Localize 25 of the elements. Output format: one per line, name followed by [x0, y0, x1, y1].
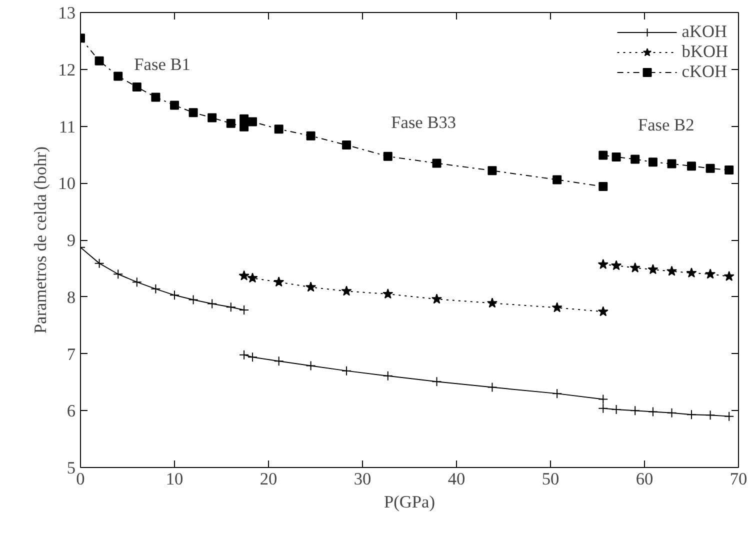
y-tick-label: 10 [58, 174, 76, 194]
y-tick-label: 5 [66, 458, 76, 478]
legend-label: bKOH [682, 42, 728, 62]
x-tick-label: 60 [636, 470, 654, 488]
x-tick-label: 70 [730, 470, 748, 488]
y-tick-label: 8 [66, 288, 76, 307]
x-tick-label: 20 [260, 470, 278, 488]
y-tick-label: 7 [66, 344, 76, 364]
legend-label: cKOH [682, 62, 728, 82]
annotation: Fase B2 [638, 116, 694, 135]
y-tick-label: 11 [58, 117, 76, 136]
x-tick-label: 0 [76, 470, 85, 488]
annotation: Fase B1 [134, 54, 190, 74]
y-tick-label: 6 [66, 402, 76, 421]
x-axis-title: P(GPa) [384, 492, 436, 512]
y-axis-title: Parametros de celda (bohr) [31, 146, 50, 334]
x-tick-label: 30 [354, 470, 372, 488]
annotation: Fase B33 [391, 112, 456, 132]
legend-label: aKOH [682, 22, 728, 42]
y-tick-label: 12 [58, 60, 76, 80]
x-tick-label: 50 [542, 470, 560, 488]
y-tick-label: 13 [58, 4, 76, 22]
x-tick-label: 10 [166, 470, 184, 488]
x-tick-label: 40 [448, 470, 466, 488]
y-tick-label: 9 [66, 231, 76, 250]
